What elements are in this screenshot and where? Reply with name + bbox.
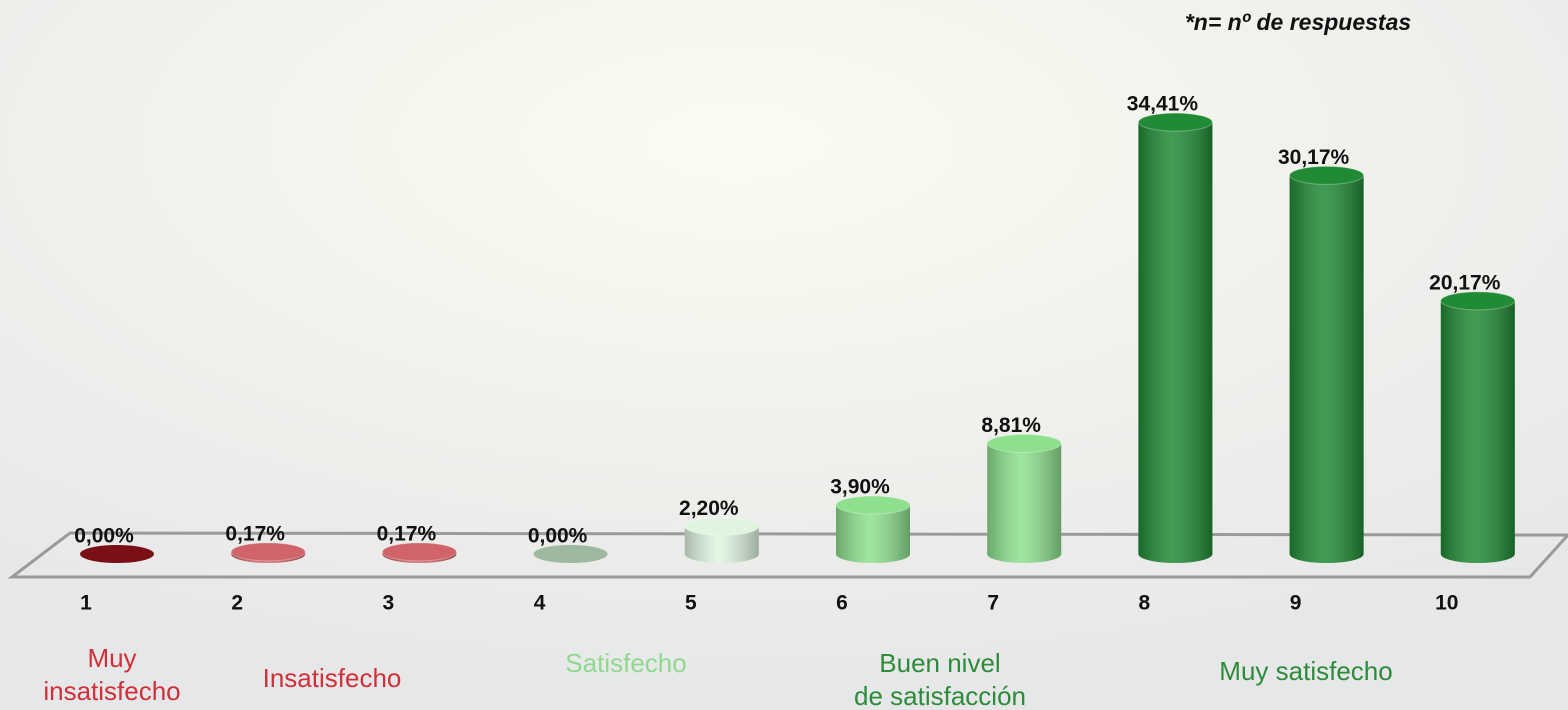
- bar-top: [381, 542, 457, 562]
- value-label: 0,00%: [528, 525, 588, 548]
- bar-shade: [1289, 175, 1364, 563]
- group-label: insatisfecho: [43, 676, 180, 706]
- bar-shade: [987, 443, 1062, 563]
- group-label: Insatisfecho: [263, 663, 402, 693]
- value-label: 2,20%: [679, 497, 739, 520]
- value-label: 20,17%: [1429, 271, 1501, 294]
- value-label: 0,17%: [377, 522, 437, 545]
- value-label: 8,81%: [981, 414, 1041, 437]
- bar-top: [835, 495, 911, 515]
- bar: [533, 545, 608, 563]
- bar-top: [1289, 165, 1365, 185]
- x-tick-label: 1: [80, 592, 92, 615]
- group-label: Muy satisfecho: [1219, 656, 1392, 686]
- bar-top: [1440, 291, 1516, 311]
- x-tick-label: 9: [1290, 592, 1302, 615]
- bar-top: [1137, 112, 1213, 132]
- bar-shade: [836, 505, 910, 563]
- x-tick-label: 8: [1139, 592, 1151, 615]
- bar-top: [986, 433, 1062, 453]
- group-label: Muy: [87, 643, 136, 673]
- x-tick-label: 7: [987, 592, 999, 615]
- x-tick-label: 2: [231, 592, 243, 615]
- value-label: 34,41%: [1127, 93, 1199, 116]
- value-label: 0,00%: [74, 525, 134, 548]
- x-tick-label: 5: [685, 592, 697, 615]
- x-tick-label: 3: [383, 592, 395, 615]
- group-label: Satisfecho: [565, 648, 686, 678]
- floor: [7, 531, 1568, 579]
- x-tick-label: 10: [1435, 592, 1458, 615]
- bar-top: [684, 516, 760, 536]
- bar-shade: [1440, 300, 1515, 563]
- annotation: *n= nº de respuestas: [1185, 9, 1411, 35]
- bar-top: [230, 542, 306, 562]
- value-label: 0,17%: [225, 522, 285, 545]
- group-label: Buen nivel: [879, 648, 1000, 678]
- bar-shade: [1138, 122, 1213, 563]
- bar-shade: [684, 526, 759, 563]
- value-label: 30,17%: [1278, 146, 1350, 169]
- group-label: de satisfacción: [854, 681, 1026, 710]
- bar: [80, 545, 154, 563]
- x-tick-label: 4: [534, 592, 546, 615]
- x-tick-label: 6: [836, 592, 848, 615]
- value-label: 3,90%: [830, 476, 890, 499]
